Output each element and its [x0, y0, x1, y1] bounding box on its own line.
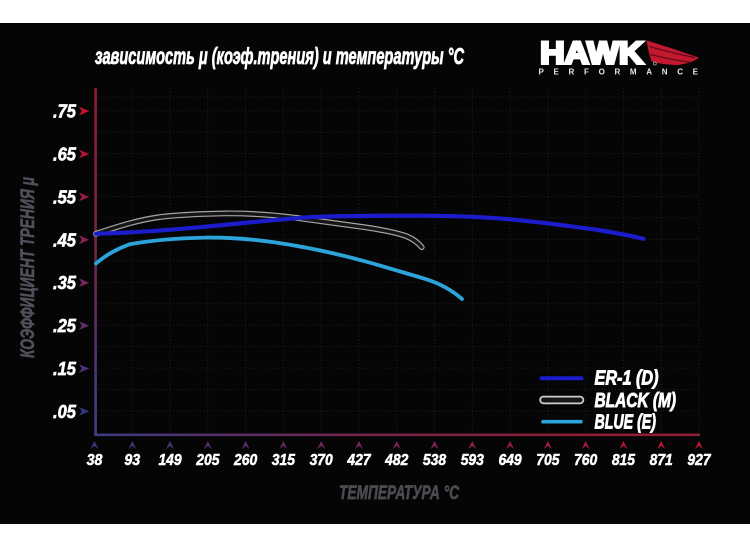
svg-text:538: 538 — [423, 452, 446, 469]
svg-text:427: 427 — [346, 452, 371, 469]
svg-text:93: 93 — [124, 452, 140, 469]
svg-text:ER-1 (D): ER-1 (D) — [595, 368, 659, 390]
svg-text:760: 760 — [574, 452, 597, 469]
svg-text:BLACK (M): BLACK (M) — [595, 390, 677, 412]
svg-text:BLUE (E): BLUE (E) — [595, 411, 657, 433]
svg-text:.45: .45 — [53, 230, 77, 250]
svg-text:ТЕМПЕРАТУРА °C: ТЕМПЕРАТУРА °C — [339, 482, 460, 504]
svg-text:.55: .55 — [53, 187, 77, 207]
svg-text:.05: .05 — [53, 402, 77, 422]
svg-text:.65: .65 — [53, 145, 77, 165]
svg-text:.15: .15 — [53, 359, 77, 379]
svg-text:593: 593 — [461, 452, 484, 469]
svg-text:205: 205 — [195, 452, 220, 469]
svg-text:815: 815 — [612, 452, 636, 469]
svg-text:.25: .25 — [53, 316, 77, 336]
svg-text:зависимость μ (коэф.трения) и: зависимость μ (коэф.трения) и температур… — [95, 43, 464, 69]
svg-text:PERFORMANCE: PERFORMANCE — [539, 68, 699, 77]
svg-text:.75: .75 — [53, 102, 77, 122]
svg-text:927: 927 — [687, 452, 711, 469]
svg-text:HAWK: HAWK — [540, 35, 643, 71]
svg-text:705: 705 — [536, 452, 560, 469]
svg-text:КОЭФФИЦИЕНТ ТРЕНИЯ μ: КОЭФФИЦИЕНТ ТРЕНИЯ μ — [17, 177, 39, 358]
svg-text:649: 649 — [498, 452, 521, 469]
svg-text:38: 38 — [87, 452, 103, 469]
svg-text:871: 871 — [650, 452, 673, 469]
svg-text:482: 482 — [384, 452, 408, 469]
svg-text:149: 149 — [158, 452, 181, 469]
svg-text:.35: .35 — [53, 273, 77, 293]
svg-text:260: 260 — [233, 452, 257, 469]
svg-text:370: 370 — [310, 452, 333, 469]
svg-text:315: 315 — [272, 452, 296, 469]
